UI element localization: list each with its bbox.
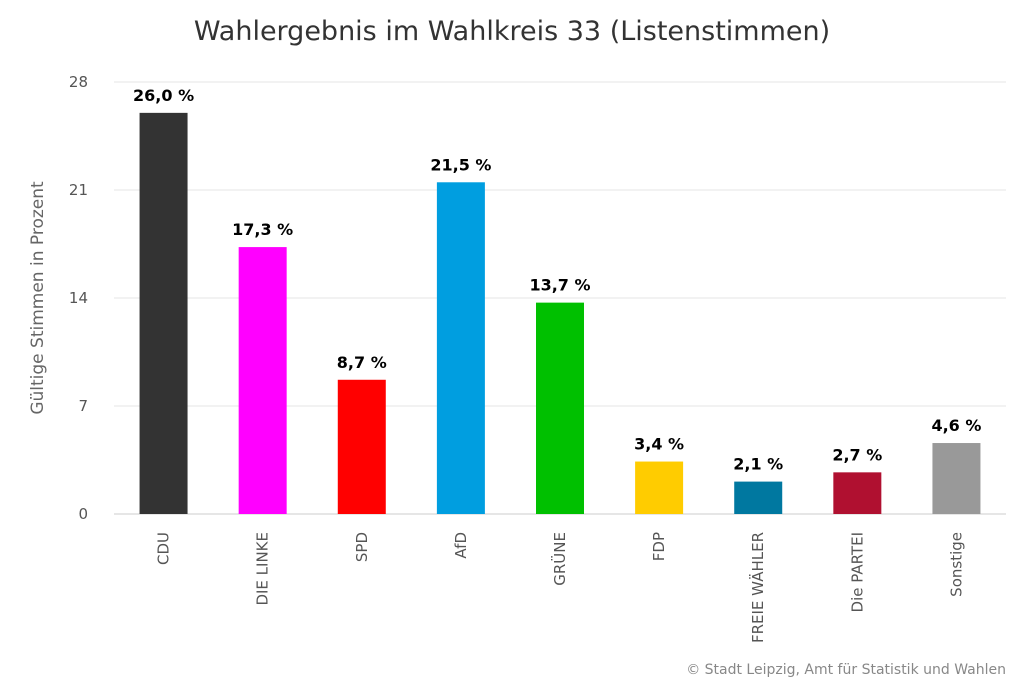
y-tick-label: 0 [78,505,88,523]
x-tick-label: FREIE WÄHLER [748,532,767,643]
y-axis-title: Gültige Stimmen in Prozent [28,181,48,415]
y-tick-label: 7 [78,397,88,415]
credit-text: © Stadt Leipzig, Amt für Statistik und W… [686,662,1006,678]
bar-fdp [635,461,684,514]
bars [139,112,981,515]
y-axis-ticks: 0 7 14 21 28 [69,73,88,523]
bar-afd [436,182,485,515]
y-tick-label: 14 [69,289,88,307]
data-label: 13,7 % [529,276,590,295]
bar-die-linke [238,247,287,515]
y-tick-label: 28 [69,73,88,91]
x-tick-label: DIE LINKE [254,532,272,606]
data-label: 3,4 % [634,435,684,454]
x-tick-label: GRÜNE [550,532,569,586]
data-label: 26,0 % [133,86,194,105]
data-label: 2,7 % [832,445,882,464]
y-tick-label: 21 [69,181,88,199]
data-label: 8,7 % [337,353,387,372]
x-tick-label: Sonstige [947,532,965,597]
x-tick-label: AfD [452,532,470,559]
bar-gr-ne [536,302,584,514]
data-labels: 26,0 % 17,3 % 8,7 % 21,5 % 13,7 % 3,4 % 2,1 % 2… [133,86,981,474]
data-label: 17,3 % [232,220,293,239]
data-label: 2,1 % [733,455,783,474]
x-tick-label: CDU [155,532,173,565]
bar-sonstige [932,443,981,514]
x-axis-categories: CDU DIE LINKE SPD AfD GRÜNE FDP FREIE WÄHLER Di… [155,532,966,643]
x-tick-label: FDP [650,532,668,561]
chart-title: Wahlergebnis im Wahlkreis 33 (Listenstim… [194,16,830,47]
bar-freie-w-hler [734,481,783,514]
data-label: 21,5 % [430,155,491,174]
bar-spd [337,379,386,514]
x-tick-label: Die PARTEI [848,532,866,612]
bar-cdu [139,112,188,514]
bar-die-partei [833,472,882,514]
x-tick-label: SPD [353,532,371,562]
data-label: 4,6 % [931,416,981,435]
